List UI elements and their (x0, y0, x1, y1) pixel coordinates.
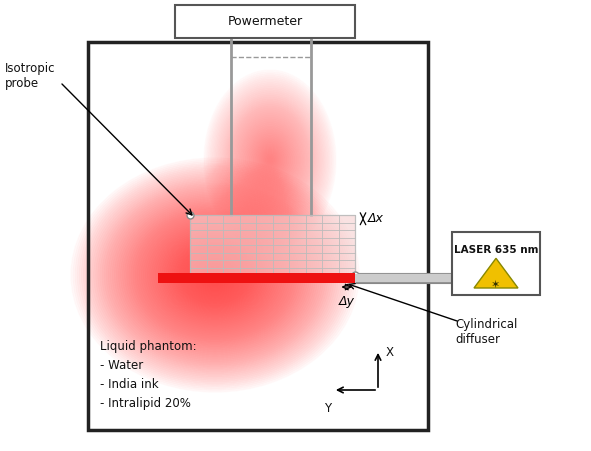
Bar (452, 232, 540, 295)
Text: Isotropic
probe: Isotropic probe (5, 62, 56, 90)
Text: ✶: ✶ (491, 280, 501, 290)
Text: Liquid phantom:
- Water
- India ink
- Intralipid 20%: Liquid phantom: - Water - India ink - In… (100, 340, 197, 410)
Text: X: X (386, 345, 394, 359)
Polygon shape (474, 258, 518, 288)
Bar (158, 273, 355, 283)
Text: Δx: Δx (368, 212, 384, 225)
Bar (88, 42, 428, 430)
Text: Powermeter: Powermeter (228, 15, 303, 28)
Bar (190, 215, 355, 275)
Text: Δy: Δy (339, 295, 355, 308)
Bar (175, 5, 355, 38)
Text: Y: Y (324, 402, 332, 415)
Text: Cylindrical
diffuser: Cylindrical diffuser (455, 318, 517, 346)
Text: LASER 635 nm: LASER 635 nm (454, 245, 538, 255)
